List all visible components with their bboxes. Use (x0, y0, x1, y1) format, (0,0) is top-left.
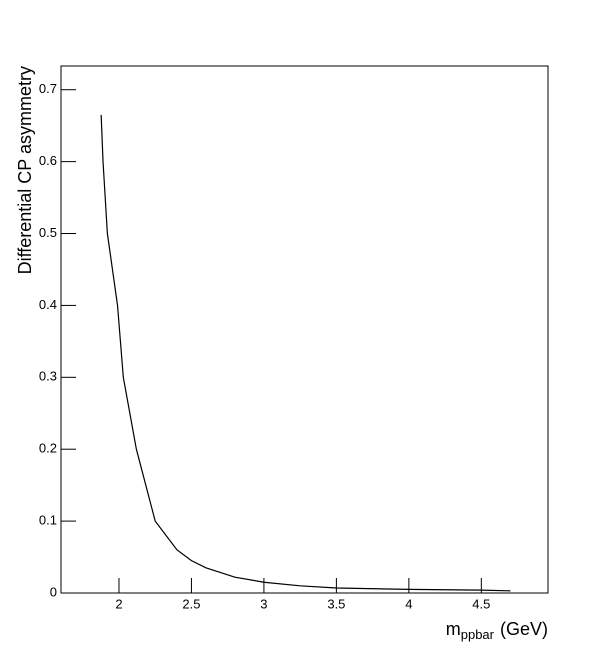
x-title-unit: (GeV) (500, 619, 548, 639)
y-axis-title: Differential CP asymmetry (15, 66, 35, 274)
y-tick-label: 0.3 (39, 369, 57, 384)
x-title-sub: ppbar (461, 627, 495, 642)
curve (100, 114, 511, 592)
y-tick-label: 0.6 (39, 153, 57, 168)
y-tick-label: 0.1 (39, 513, 57, 528)
x-tick-label: 4.5 (472, 596, 490, 611)
x-tick-label: 4 (405, 596, 412, 611)
x-tick-label: 2 (115, 596, 122, 611)
y-tick-label: 0.4 (39, 297, 57, 312)
y-tick-label: 0.2 (39, 441, 57, 456)
x-axis-title: mppbar (GeV) (446, 619, 548, 643)
x-tick-label: 3 (260, 596, 267, 611)
x-title-main: m (446, 619, 461, 639)
y-tick-label: 0.7 (39, 81, 57, 96)
y-tick-label: 0 (50, 584, 57, 599)
plot-frame (60, 65, 549, 594)
x-tick-label: 2.5 (182, 596, 200, 611)
y-tick-label: 0.5 (39, 225, 57, 240)
x-tick-label: 3.5 (327, 596, 345, 611)
